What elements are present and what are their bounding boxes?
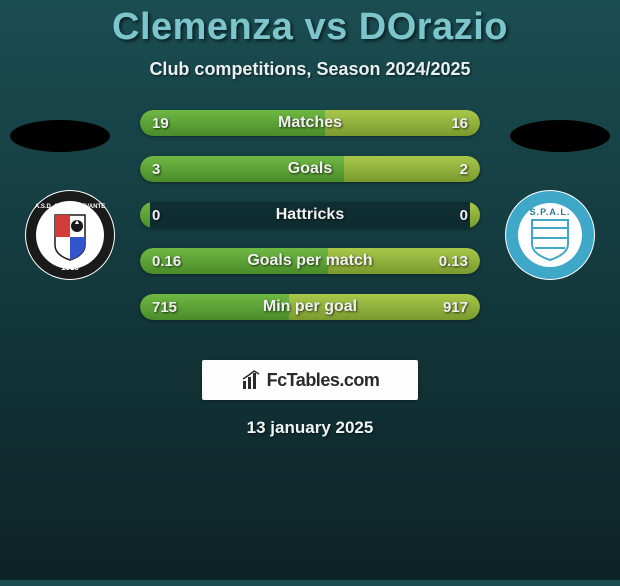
stat-label: Goals per match: [140, 252, 480, 270]
stat-row: 19Matches16: [140, 110, 480, 136]
svg-text:1919: 1919: [61, 263, 79, 272]
stat-value-right: 917: [443, 299, 468, 316]
club-badge-left: A.S.D. SESTRI LEVANTE 1919: [25, 190, 115, 280]
stat-row: 715Min per goal917: [140, 294, 480, 320]
stat-value-right: 0.13: [439, 253, 468, 270]
brand-text: FcTables.com: [267, 370, 380, 391]
spal-icon: S.P.A.L.: [505, 190, 595, 280]
page-title: Clemenza vs DOrazio: [0, 6, 620, 49]
stat-value-right: 0: [460, 207, 468, 224]
comparison-panel: A.S.D. SESTRI LEVANTE 1919 S.P.A.L. 19Ma…: [0, 110, 620, 350]
stat-value-right: 16: [451, 115, 468, 132]
svg-text:A.S.D. SESTRI LEVANTE: A.S.D. SESTRI LEVANTE: [35, 204, 105, 210]
stat-row: 0Hattricks0: [140, 202, 480, 228]
brand-box[interactable]: FcTables.com: [202, 360, 418, 400]
stats-list: 19Matches16 3Goals2 0Hattricks0 0.16Goals p…: [140, 110, 480, 340]
stat-row: 0.16Goals per match0.13: [140, 248, 480, 274]
stat-label: Goals: [140, 160, 480, 178]
svg-text:S.P.A.L.: S.P.A.L.: [530, 207, 571, 217]
sestri-levante-icon: A.S.D. SESTRI LEVANTE 1919: [25, 190, 115, 280]
stat-label: Matches: [140, 114, 480, 132]
stat-label: Hattricks: [140, 206, 480, 224]
stat-row: 3Goals2: [140, 156, 480, 182]
footer-date: 13 january 2025: [0, 418, 620, 438]
stat-label: Min per goal: [140, 298, 480, 316]
player-oval-right: [510, 120, 610, 152]
stat-value-right: 2: [460, 161, 468, 178]
player-oval-left: [10, 120, 110, 152]
chart-icon: [241, 369, 263, 391]
page-subtitle: Club competitions, Season 2024/2025: [0, 59, 620, 80]
club-badge-right: S.P.A.L.: [505, 190, 595, 280]
